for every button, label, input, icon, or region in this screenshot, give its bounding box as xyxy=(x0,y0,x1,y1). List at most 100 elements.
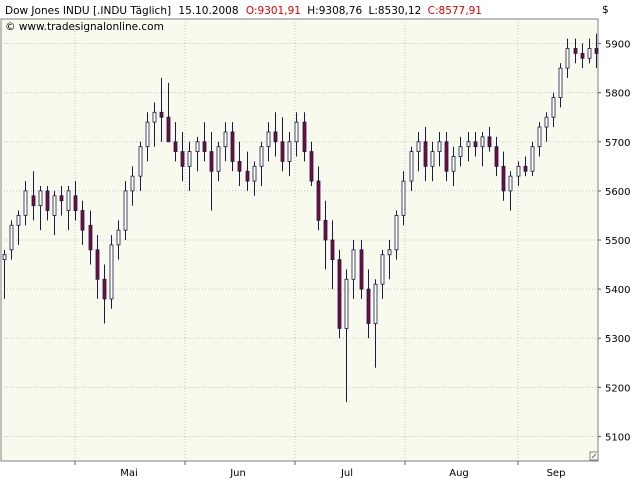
candle xyxy=(359,240,364,299)
candle xyxy=(430,141,435,182)
y-tick-label: 5700 xyxy=(605,138,630,149)
candle-body xyxy=(109,244,114,300)
candle-body xyxy=(130,175,135,192)
candle xyxy=(23,181,28,226)
candle xyxy=(138,141,143,191)
candle xyxy=(237,141,242,186)
candle xyxy=(451,146,456,186)
candle-body xyxy=(516,165,521,177)
candle xyxy=(387,240,392,280)
candle xyxy=(544,112,549,142)
candle xyxy=(31,171,36,221)
candle xyxy=(573,38,578,64)
candle xyxy=(302,112,307,162)
candle xyxy=(80,200,85,245)
x-tick-label: Sep xyxy=(547,468,566,479)
candle-body xyxy=(394,215,399,251)
candle xyxy=(216,141,221,182)
candle xyxy=(423,127,428,182)
candle xyxy=(209,131,214,211)
candle xyxy=(152,102,157,147)
candle xyxy=(109,235,114,309)
candle-body xyxy=(294,121,299,143)
candle xyxy=(145,112,150,162)
candle-body xyxy=(501,165,506,192)
candle xyxy=(537,122,542,157)
candle xyxy=(380,249,385,299)
copyright-text: © www.tradesignalonline.com xyxy=(5,21,164,33)
candle-body xyxy=(580,52,585,59)
candle-body xyxy=(473,141,478,148)
candle xyxy=(337,249,342,339)
candle xyxy=(195,136,200,172)
candle-body xyxy=(558,67,563,98)
candle xyxy=(2,249,7,299)
candle-body xyxy=(266,131,271,148)
candle xyxy=(316,166,321,231)
y-tick-label: 5600 xyxy=(605,187,630,198)
candle-body xyxy=(2,254,7,261)
resize-grip-icon[interactable] xyxy=(589,451,599,461)
candle-body xyxy=(230,131,235,162)
y-tick-label: 5300 xyxy=(605,334,630,345)
candle-body xyxy=(551,97,556,118)
header-low: L:8530,12 xyxy=(368,5,421,17)
candle-body xyxy=(351,249,356,280)
candle xyxy=(173,122,178,162)
y-tick-label: 5500 xyxy=(605,236,630,247)
candle-body xyxy=(537,126,542,148)
candle-body xyxy=(344,278,349,329)
candle xyxy=(180,131,185,182)
candle-body xyxy=(380,254,385,285)
candle xyxy=(401,171,406,226)
candle-body xyxy=(587,48,592,59)
candle-body xyxy=(565,48,570,69)
candle-body xyxy=(23,190,28,216)
candle-body xyxy=(451,156,456,172)
candle xyxy=(551,92,556,128)
candle-body xyxy=(73,195,78,211)
x-tick-label: Aug xyxy=(449,468,469,479)
candle xyxy=(202,122,207,162)
candle xyxy=(558,63,563,108)
x-tick-label: Mai xyxy=(120,468,138,479)
candle-body xyxy=(494,146,499,167)
candle-body xyxy=(187,151,192,167)
candle-body xyxy=(80,210,85,231)
candle xyxy=(52,190,57,236)
y-tick-label: 5400 xyxy=(605,285,630,296)
candle xyxy=(409,146,414,191)
candle-body xyxy=(102,278,107,300)
candle-body xyxy=(401,180,406,216)
candle xyxy=(437,131,442,167)
candle-body xyxy=(66,190,71,211)
candle-body xyxy=(245,170,250,182)
header-high: H:9308,76 xyxy=(307,5,362,17)
candle-body xyxy=(330,239,335,261)
candle-body xyxy=(594,48,599,54)
candle-body xyxy=(544,116,549,128)
candle xyxy=(323,200,328,270)
candle-body xyxy=(88,224,93,251)
candle xyxy=(266,122,271,162)
candle xyxy=(394,210,399,260)
candle-body xyxy=(416,141,421,152)
candle-body xyxy=(487,136,492,148)
candle xyxy=(458,136,463,167)
header-date: 15.10.2008 xyxy=(178,5,238,17)
candle-body xyxy=(337,259,342,329)
candle-body xyxy=(166,116,171,143)
candle-body xyxy=(480,136,485,148)
candle xyxy=(223,122,228,162)
candle-body xyxy=(373,283,378,324)
candle xyxy=(66,185,71,231)
candle xyxy=(38,185,43,231)
candle xyxy=(344,269,349,403)
candle xyxy=(494,136,499,177)
candle-body xyxy=(423,141,428,167)
candle xyxy=(294,112,299,157)
candle-body xyxy=(309,151,314,182)
candle xyxy=(245,151,250,191)
candle-body xyxy=(366,288,371,324)
x-tick-label: Jun xyxy=(229,468,246,479)
